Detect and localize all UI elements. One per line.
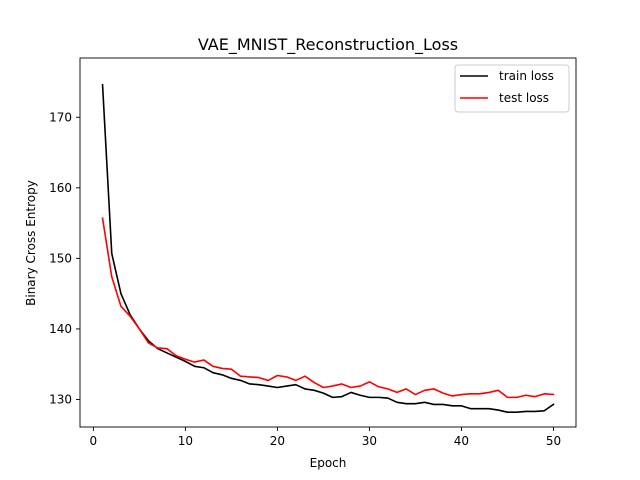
y-tick-label: 130	[49, 392, 72, 406]
legend-label: test loss	[499, 91, 549, 105]
x-tick-label: 20	[270, 434, 285, 448]
y-tick-label: 160	[49, 181, 72, 195]
y-tick-label: 170	[49, 110, 72, 124]
x-tick-label: 50	[546, 434, 561, 448]
x-axis-label: Epoch	[310, 456, 347, 470]
plot-area	[101, 83, 555, 413]
legend-label: train loss	[499, 69, 554, 83]
axes-frame	[79, 57, 577, 428]
y-tick-label: 150	[49, 251, 72, 265]
series-line-test-loss	[101, 217, 555, 399]
x-tick-label: 30	[362, 434, 377, 448]
y-axis-label: Binary Cross Entropy	[24, 180, 38, 306]
legend: train loss test loss	[454, 64, 570, 113]
x-tick-label: 0	[90, 434, 98, 448]
series-line-train-loss	[101, 83, 555, 413]
chart-title: VAE_MNIST_Reconstruction_Loss	[198, 35, 458, 55]
x-tick-label: 40	[454, 434, 469, 448]
axes: 0 10 20 30 40 50 130 140 150 160 170	[49, 57, 577, 448]
x-tick-label: 10	[178, 434, 193, 448]
y-tick-label: 140	[49, 322, 72, 336]
